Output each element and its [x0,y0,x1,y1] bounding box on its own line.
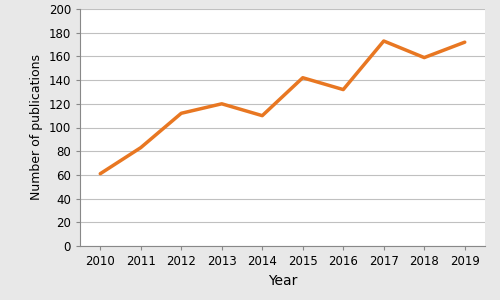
Y-axis label: Number of publications: Number of publications [30,55,43,200]
X-axis label: Year: Year [268,274,297,288]
